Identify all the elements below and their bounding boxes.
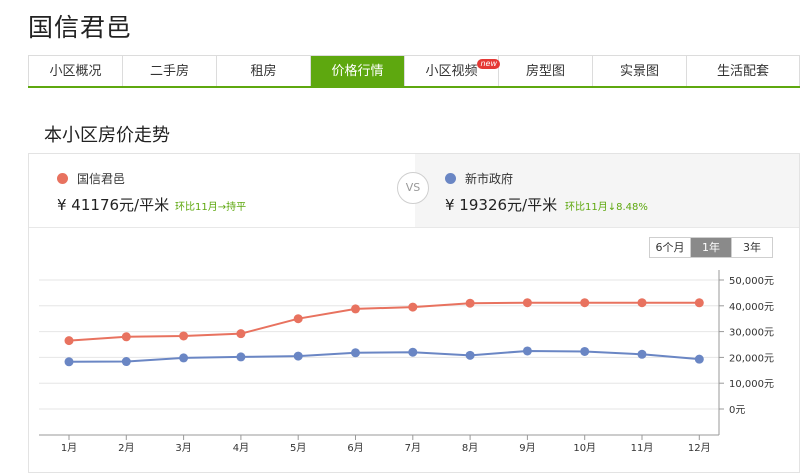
y-tick-label: 40,000元 (729, 302, 774, 313)
compare-left-change: 环比11月→持平 (175, 202, 247, 213)
range-3-years[interactable]: 3年 (743, 241, 761, 254)
tab-overview[interactable]: 小区概况 (29, 56, 123, 87)
data-point (64, 357, 74, 367)
compare-left-name: 国信君邑 (77, 172, 126, 186)
data-point (465, 350, 475, 360)
x-tick-label: 2月 (118, 442, 134, 454)
data-point (580, 298, 590, 308)
tab-floor-plan[interactable]: 房型图 (499, 56, 593, 87)
tab-price-trend[interactable]: 价格行情 (311, 56, 405, 87)
x-tick-label: 1月 (61, 442, 77, 454)
data-point (694, 354, 704, 364)
legend-dot-district (445, 173, 456, 184)
range-6-months[interactable]: 6个月 (650, 238, 691, 257)
y-tick-label: 0元 (729, 405, 745, 416)
tab-rent[interactable]: 租房 (217, 56, 311, 87)
data-point (465, 298, 475, 308)
data-point (64, 336, 74, 346)
price-line-chart: 50,000元 40,000元 30,000元 20,000元 10,000元 0元 1月 2… (39, 270, 774, 454)
data-point (408, 347, 418, 357)
x-tick-label: 12月 (688, 442, 711, 454)
page-title: 国信君邑 (28, 13, 133, 42)
data-point (179, 331, 189, 341)
data-point (694, 298, 704, 308)
data-point (351, 348, 360, 358)
legend-dot-community (57, 173, 68, 184)
data-point (522, 346, 532, 356)
tab-video[interactable]: 小区视频 new (405, 56, 500, 87)
y-tick-label: 10,000元 (729, 379, 774, 390)
compare-right-change: 环比11月↓8.48% (565, 202, 648, 213)
data-point (179, 353, 189, 363)
data-point (236, 352, 246, 362)
series-line-0 (68, 301, 700, 342)
x-tick-label: 11月 (631, 442, 654, 454)
range-selector: 6个月 1年 3年 (649, 237, 773, 258)
data-point (121, 332, 131, 342)
y-tick-label: 20,000元 (729, 353, 774, 364)
x-tick-label: 10月 (573, 442, 596, 454)
x-tick-label: 5月 (290, 442, 306, 454)
tab-photos[interactable]: 实景图 (593, 56, 687, 87)
x-tick-label: 7月 (405, 442, 421, 454)
tab-bar: 小区概况 二手房 租房 价格行情 小区视频 new 房型图 实景图 生活配套 (28, 55, 800, 87)
x-tick-label: 4月 (233, 442, 249, 454)
compare-right-bg (415, 154, 799, 227)
new-badge: new (477, 59, 500, 69)
section-title: 本小区房价走势 (44, 125, 170, 146)
series-line-1 (68, 349, 700, 363)
tab-underline (28, 86, 800, 88)
data-point (637, 349, 647, 359)
range-1-year[interactable]: 1年 (691, 238, 732, 257)
tab-second-hand[interactable]: 二手房 (123, 56, 217, 87)
data-point (580, 346, 590, 356)
x-tick-label: 9月 (519, 442, 535, 454)
data-point (293, 314, 303, 324)
data-point (293, 351, 303, 361)
x-tick-label: 8月 (462, 442, 478, 454)
y-tick-label: 50,000元 (729, 276, 774, 287)
y-tick-label: 30,000元 (729, 328, 774, 339)
data-point (351, 304, 360, 314)
tab-amenities[interactable]: 生活配套 (716, 64, 769, 79)
compare-left-price: ¥ 41176元/平米 (57, 196, 170, 214)
compare-right-price: ¥ 19326元/平米 (445, 196, 558, 214)
x-tick-label: 3月 (175, 442, 191, 454)
data-point (522, 298, 532, 308)
compare-right-name: 新市政府 (465, 172, 514, 186)
vs-icon: VS (397, 172, 429, 204)
data-point (637, 298, 647, 308)
compare-panel: 国信君邑 ¥ 41176元/平米 环比11月→持平 VS 新市政府 ¥ 1932… (29, 154, 799, 228)
price-trend-card: 国信君邑 ¥ 41176元/平米 环比11月→持平 VS 新市政府 ¥ 1932… (28, 153, 800, 473)
data-point (236, 329, 246, 339)
x-tick-label: 6月 (347, 442, 363, 454)
data-point (121, 357, 131, 367)
tab-video-label: 小区视频 (425, 64, 478, 79)
data-point (408, 302, 418, 312)
